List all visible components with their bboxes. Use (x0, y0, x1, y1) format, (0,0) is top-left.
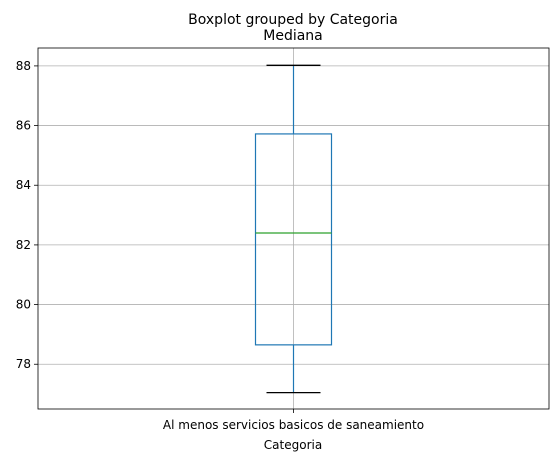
iqr-box (254, 133, 333, 346)
y-tick-label: 80 (16, 298, 31, 312)
chart-title: Mediana (263, 28, 323, 44)
x-axis-label: Categoria (264, 438, 322, 452)
y-tick-label: 88 (16, 59, 31, 73)
chart-suptitle: Boxplot grouped by Categoria (188, 12, 398, 28)
y-tick-label: 78 (16, 357, 31, 371)
x-axis-ticks: Al menos servicios basicos de saneamient… (163, 409, 424, 432)
y-tick-label: 84 (16, 178, 31, 192)
box-elements (254, 64, 333, 394)
y-axis-ticks: 78 80 82 84 86 88 (16, 59, 38, 371)
y-tick-label: 82 (16, 238, 31, 252)
x-tick-label: Al menos servicios basicos de saneamient… (163, 418, 424, 432)
y-tick-label: 86 (16, 119, 31, 133)
